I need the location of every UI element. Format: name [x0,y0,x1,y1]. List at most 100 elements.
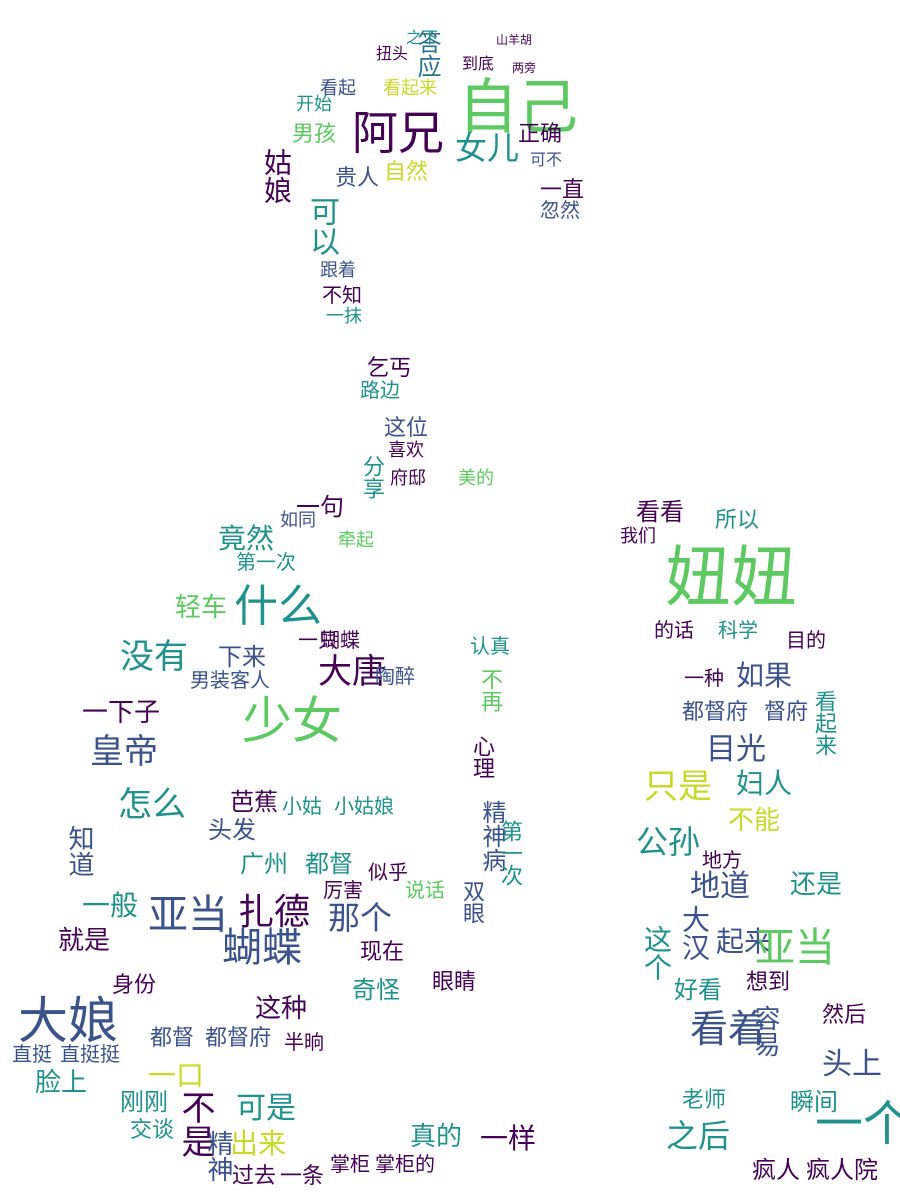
cloud-word: 说话 [405,878,445,902]
cloud-word: 一直 [540,178,585,203]
cloud-word: 都督 [305,850,353,878]
cloud-word: 妇人 [736,767,793,800]
cloud-word: 督府 [764,700,809,725]
cloud-word: 地道 [690,869,750,904]
cloud-word: 双眼 [459,880,484,924]
cloud-word: 一个 [815,1096,900,1152]
cloud-word: 似乎 [368,860,408,884]
cloud-word: 目的 [786,628,826,652]
cloud-word: 山羊胡 [496,33,533,47]
cloud-word: 想到 [746,970,791,995]
cloud-word: 一条 [280,1164,325,1189]
cloud-word: 真的 [410,1122,463,1152]
cloud-word: 看起来 [811,690,836,756]
cloud-word: 还是 [790,870,843,900]
cloud-word: 小姑 [282,794,322,818]
cloud-word: 没有 [120,637,188,677]
cloud-word: 可以 [304,196,339,256]
cloud-word: 少女 [242,692,342,750]
cloud-word: 芭蕉 [230,788,278,816]
cloud-word: 男孩 [292,122,337,147]
cloud-word: 竟然 [218,522,275,555]
cloud-word: 如果 [736,659,793,692]
cloud-word: 大娘 [18,992,118,1050]
cloud-word: 怎么 [118,785,186,825]
cloud-word: 自己 [458,73,578,143]
cloud-word: 知道 [64,825,94,877]
cloud-word: 脸上 [35,1068,88,1098]
cloud-word: 轻车 [175,593,228,623]
cloud-word: 两旁 [512,61,537,75]
cloud-word: 姑娘 [260,148,293,204]
cloud-word: 如同 [280,510,316,531]
cloud-word: 蝴蝶 [222,925,302,971]
cloud-word: 可不 [530,150,563,169]
cloud-word: 美的 [458,468,494,489]
cloud-word: 这个 [640,925,673,981]
cloud-word: 的话 [654,618,694,642]
cloud-word: 跟着 [320,260,356,281]
cloud-word: 看着 [690,1007,767,1051]
cloud-word: 看起来 [383,78,437,99]
cloud-word: 一样 [480,1122,537,1155]
cloud-word: 刚刚 [120,1088,168,1116]
cloud-word: 一只 [298,628,338,652]
cloud-word: 亚当 [148,892,228,938]
cloud-word: 我们 [620,526,656,547]
cloud-word: 不知 [322,283,362,307]
cloud-word: 之下 [406,28,439,47]
cloud-word: 交谈 [130,1118,175,1143]
cloud-word: 一口 [148,1059,205,1092]
cloud-word: 头上 [822,1047,882,1082]
cloud-word: 出来 [230,1127,287,1160]
cloud-word: 到底 [462,54,495,73]
cloud-word: 看起 [320,78,356,99]
cloud-word: 开始 [296,94,332,115]
cloud-word: 第一次 [497,820,522,886]
cloud-word: 精神病 [478,800,506,872]
cloud-word: 亚当 [755,925,835,971]
cloud-word: 什么 [234,581,322,632]
cloud-word: 路边 [360,378,400,402]
cloud-word: 一种 [684,666,724,690]
cloud-word: 看看 [636,498,684,526]
cloud-word: 一下子 [82,698,161,728]
cloud-word: 一抹 [326,306,362,327]
cloud-word: 地方 [702,848,742,872]
cloud-word: 自然 [384,160,429,185]
cloud-word: 掌柜 [330,1152,370,1176]
cloud-word: 身份 [112,973,157,998]
cloud-word: 这位 [384,416,429,441]
cloud-word: 头发 [208,816,256,844]
cloud-word: 男装客人 [190,668,270,692]
cloud-word: 都督府 [205,1026,272,1051]
cloud-word: 公孙 [636,823,701,861]
cloud-word: 扎德 [238,892,311,933]
cloud-word: 都督府 [682,700,749,725]
cloud-word: 之后 [666,1117,731,1155]
cloud-word: 第一次 [236,550,296,574]
cloud-word: 蝴蝶 [320,628,360,652]
cloud-word: 不是 [175,1090,215,1158]
cloud-word: 可是 [236,1091,296,1126]
cloud-word: 小姑娘 [334,794,394,818]
cloud-word: 一般 [82,889,139,922]
cloud-word: 容易 [750,1005,780,1057]
cloud-word: 就是 [58,926,111,956]
cloud-word: 喜欢 [388,440,424,461]
cloud-word: 目光 [706,732,766,767]
cloud-word: 答应 [413,30,441,78]
cloud-word: 广州 [240,850,288,878]
cloud-word: 起来 [716,925,773,958]
cloud-word: 一句 [296,493,344,521]
cloud-word: 女儿 [455,129,520,167]
cloud-word: 认真 [470,634,510,658]
cloud-word: 府邸 [390,468,426,489]
cloud-word: 分享 [359,455,384,499]
cloud-word: 疯人 [752,1156,800,1184]
cloud-word: 掌柜的 [375,1152,435,1176]
cloud-word: 不再 [477,668,502,712]
cloud-word: 厉害 [323,878,363,902]
cloud-word: 精神 [203,1130,233,1182]
cloud-word: 老师 [682,1088,727,1113]
